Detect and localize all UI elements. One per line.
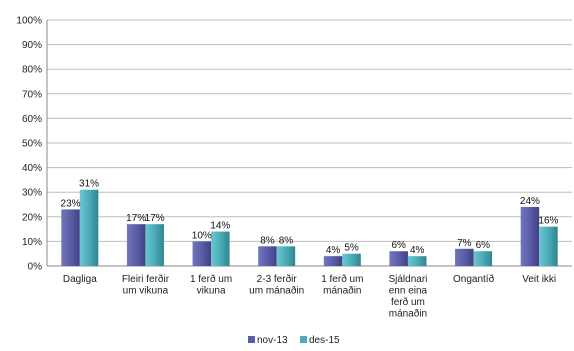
y-tick-label: 20% — [22, 212, 42, 223]
category-label: 1 ferð um mánaðin — [321, 273, 363, 297]
category-label-line: 2-3 ferðir — [257, 273, 298, 285]
category-label: Ongantíð — [453, 273, 495, 285]
legend-label-nov-13: nov-13 — [257, 335, 288, 346]
data-label-nov-13: 24% — [520, 196, 540, 207]
y-tick-label: 100% — [16, 16, 42, 27]
data-labels: 23%31%17%17%10%14%8% 8%4% 5% 6% 4%7% 6%24%16% — [61, 179, 559, 256]
y-tick-label: 0% — [28, 262, 43, 273]
category-label-line: mánaðin — [389, 308, 427, 320]
category-label-line: mánaðin — [323, 285, 361, 297]
bars — [61, 189, 558, 266]
bar-nov-13 — [61, 209, 80, 266]
y-tick-label: 30% — [22, 188, 42, 199]
category-label-line: vikuna — [197, 286, 226, 297]
category-label-line: 1 ferð um — [321, 273, 363, 285]
category-label: Sjáldnari enn eina ferð um mánaðin — [388, 274, 427, 320]
category-label: Veit ikki — [522, 274, 556, 285]
data-label-des-15: 4% — [410, 245, 425, 256]
category-label-line: um mánaðin — [249, 285, 304, 297]
bar-nov-13 — [323, 256, 343, 266]
category-label: Fleiri ferðir um vikuna — [122, 273, 170, 297]
category-label-line: ferð um — [391, 296, 425, 308]
y-tick-label: 60% — [22, 114, 42, 125]
y-tick-label: 70% — [22, 89, 42, 100]
bar-des-15 — [407, 256, 427, 266]
legend-swatch-nov-13 — [248, 336, 255, 343]
y-axis: 0% 10% 20% 30% 40% 50% 60% 70% 80% 90% 100% — [16, 16, 48, 273]
bar-des-15 — [539, 226, 558, 266]
category-label: 1 ferð um vikuna — [190, 273, 232, 297]
bar-nov-13 — [389, 251, 408, 266]
data-label-des-15: 5% — [344, 243, 359, 254]
data-label-des-15: 6% — [476, 240, 491, 251]
bar-nov-13 — [258, 246, 277, 266]
bar-nov-13 — [126, 224, 146, 266]
bar-des-15 — [473, 251, 493, 266]
category-label-line: Veit ikki — [522, 274, 556, 285]
bar-nov-13 — [520, 206, 540, 266]
gridlines — [47, 19, 572, 267]
category-label-line: enn eina — [389, 286, 428, 297]
data-label-nov-13: 4% — [326, 245, 341, 256]
bar-nov-13 — [455, 248, 474, 266]
category-label-line: um vikuna — [123, 286, 169, 297]
category-label-line: Ongantíð — [453, 273, 495, 285]
data-label-nov-13: 6% — [391, 240, 406, 251]
bar-des-15 — [342, 253, 361, 266]
bar-des-15 — [276, 246, 296, 266]
bar-des-15 — [145, 224, 164, 266]
y-tick-label: 50% — [22, 139, 42, 150]
data-label-nov-13: 7% — [457, 238, 472, 249]
category-label: 2-3 ferðir um mánaðin — [249, 273, 304, 297]
y-tick-label: 90% — [22, 40, 42, 51]
category-label-line: 1 ferð um — [190, 273, 232, 285]
legend: nov-13 des-15 — [248, 335, 340, 346]
data-label-des-15: 8% — [279, 235, 294, 246]
y-tick-label: 40% — [22, 163, 42, 174]
legend-label-des-15: des-15 — [309, 335, 340, 346]
data-label-des-15: 17% — [145, 213, 165, 224]
data-label-nov-13: 17% — [126, 213, 146, 224]
bar-nov-13 — [192, 241, 212, 266]
data-label-des-15: 16% — [538, 216, 558, 227]
category-label-line: Fleiri ferðir — [122, 273, 170, 285]
data-label-nov-13: 8% — [260, 235, 275, 246]
bar-des-15 — [79, 189, 99, 266]
category-label-line: Dagliga — [63, 274, 97, 285]
data-label-des-15: 31% — [79, 179, 99, 190]
category-label: Dagliga — [63, 274, 97, 285]
category-label-line: Sjáldnari — [388, 274, 427, 285]
y-tick-label: 10% — [22, 237, 42, 248]
data-label-nov-13: 10% — [192, 230, 212, 241]
y-tick-label: 80% — [22, 65, 42, 76]
bar-des-15 — [211, 231, 230, 266]
legend-swatch-des-15 — [300, 336, 307, 343]
data-label-nov-13: 23% — [61, 198, 81, 209]
data-label-des-15: 14% — [210, 221, 230, 232]
